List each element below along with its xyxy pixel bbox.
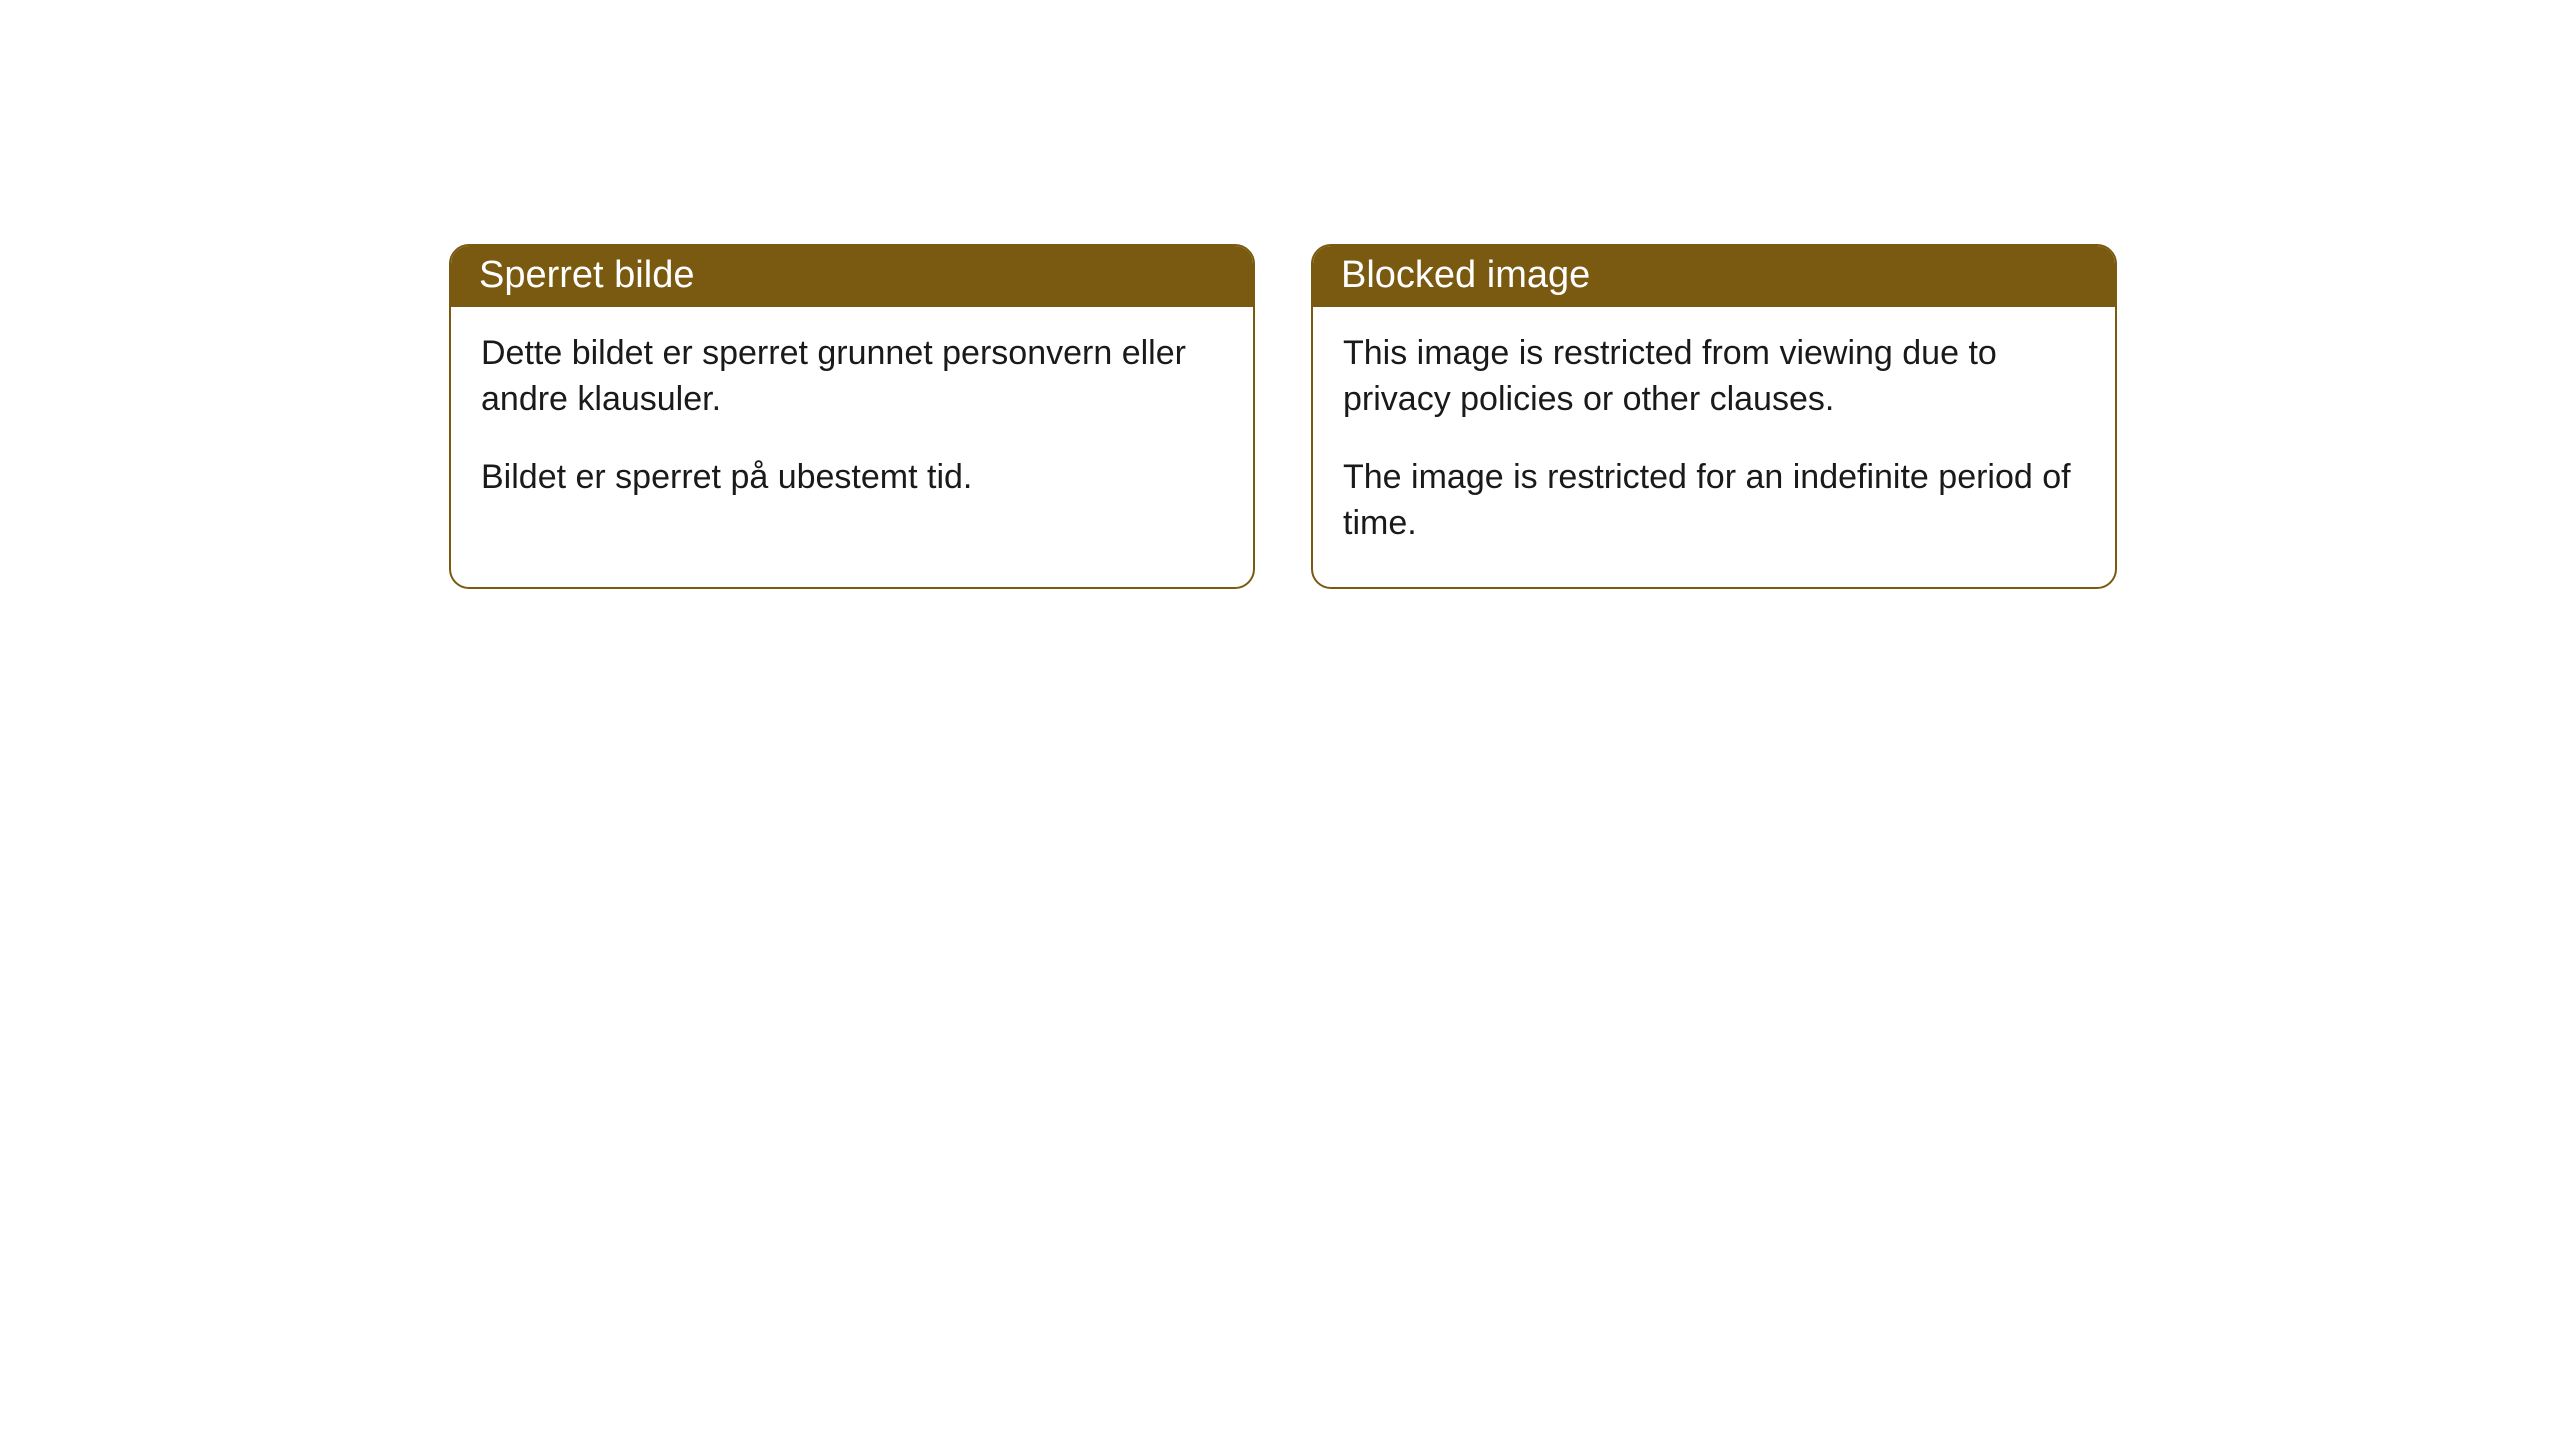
card-header-english: Blocked image	[1313, 246, 2115, 307]
card-paragraph: Bildet er sperret på ubestemt tid.	[481, 455, 1223, 501]
card-header-norwegian: Sperret bilde	[451, 246, 1253, 307]
blocked-image-card-english: Blocked image This image is restricted f…	[1311, 244, 2117, 589]
card-body-norwegian: Dette bildet er sperret grunnet personve…	[451, 307, 1253, 541]
card-paragraph: Dette bildet er sperret grunnet personve…	[481, 331, 1223, 423]
card-paragraph: The image is restricted for an indefinit…	[1343, 455, 2085, 547]
card-body-english: This image is restricted from viewing du…	[1313, 307, 2115, 587]
blocked-image-card-norwegian: Sperret bilde Dette bildet er sperret gr…	[449, 244, 1255, 589]
card-paragraph: This image is restricted from viewing du…	[1343, 331, 2085, 423]
cards-container: Sperret bilde Dette bildet er sperret gr…	[449, 244, 2117, 589]
